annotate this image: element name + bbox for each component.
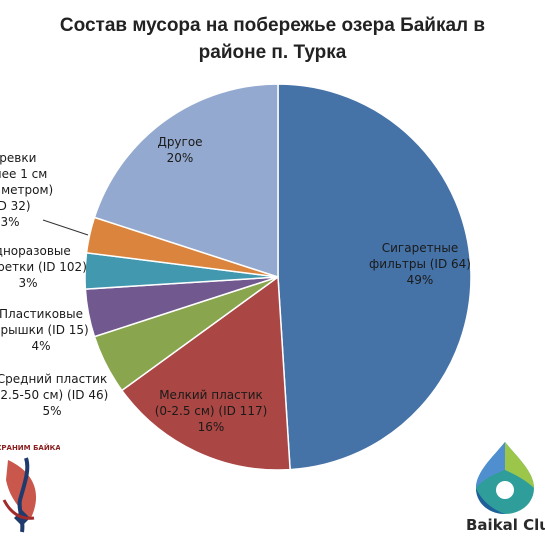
slice-label: Сигаретные [382,241,459,255]
slice-label: Пластиковые [0,307,83,321]
slice-label: Одноразовые [0,244,71,258]
slice-label: в диаметром) [0,183,53,197]
slice-percent-label: 49% [407,273,434,287]
hranim-baikal-logo: ХРАНИМ БАЙКАЛ [0,443,60,533]
logo-left-text: ХРАНИМ БАЙКАЛ [0,443,60,452]
pie-slice [93,83,279,279]
slice-label: Мелкий пластик [159,388,263,402]
slice-label: крышки (ID 15) [0,323,89,337]
slice-percent-label: 5% [42,404,61,418]
slice-percent-label: 20% [167,151,194,165]
pie-slice [120,275,291,471]
slice-label: (0-2.5 см) (ID 117) [155,404,268,418]
slice-percent-label: 3% [0,215,19,229]
slice-label: (ID 32) [0,199,31,213]
slice-percent-label: 3% [18,276,37,290]
baikal-club-logo-text: Baikal Club [466,516,545,534]
chart-title: Состав мусора на побережье озера Байкал … [0,12,545,66]
baikal-club-drop-icon [476,442,534,514]
slice-label: Веревки [0,151,36,165]
slice-percent-label: 16% [198,420,225,434]
chart-title-line-2: районе п. Турка [198,42,347,63]
slice-label: Другое [157,135,202,149]
slice-label: (менее 1 см [0,167,47,181]
slice-percent-label: 4% [31,339,50,353]
slice-label: фильтры (ID 64) [369,257,471,271]
label-leader-line [42,219,89,236]
slice-label: сигаретки (ID 102) [0,260,87,274]
slice-label: (2.5-50 см) (ID 46) [0,388,108,402]
chart-title-line-1: Состав мусора на побережье озера Байкал … [59,15,486,36]
pie-slice [277,83,472,471]
slice-label: Средний пластик [0,372,107,386]
